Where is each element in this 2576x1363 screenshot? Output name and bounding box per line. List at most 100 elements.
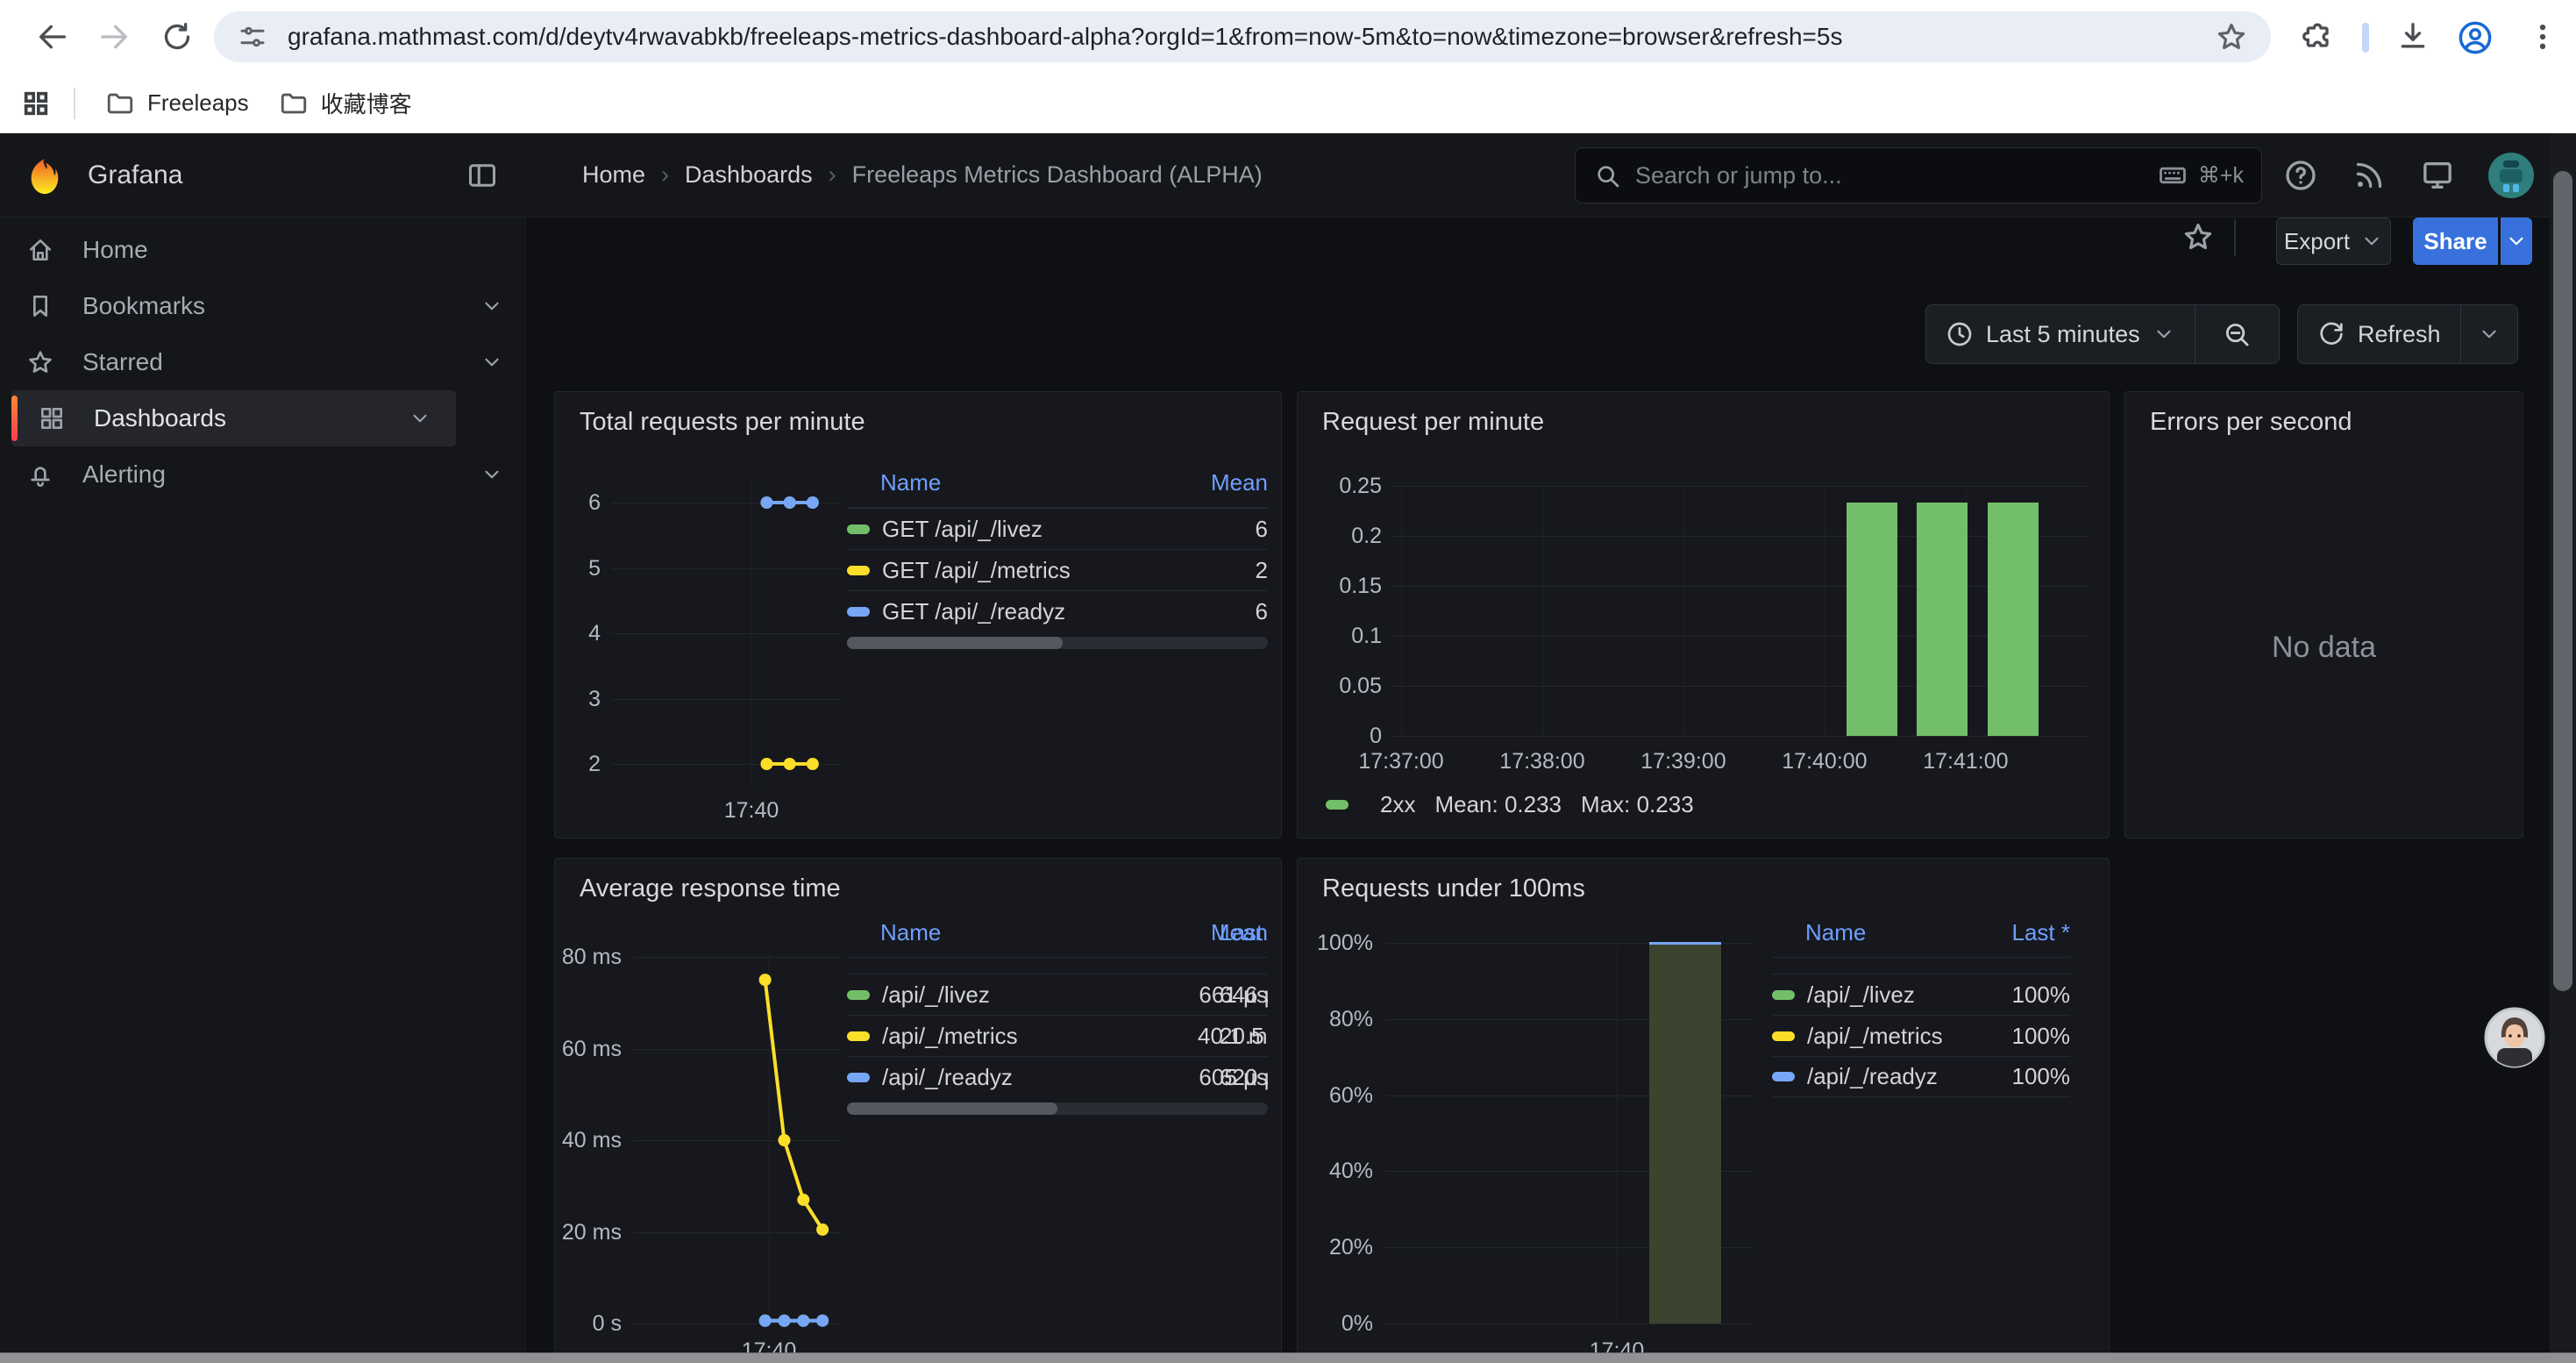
horizontal-scrollbar[interactable] [0,1352,2576,1363]
bookmark-star-icon[interactable] [2215,20,2248,54]
legend-row[interactable]: GET /api/_/readyz6 [847,590,1268,632]
legend-series-name[interactable]: /api/_/metrics [1807,1023,1943,1050]
legend-row[interactable]: /api/_/metrics40.1 ms20.5 ms [847,1015,1268,1056]
favorite-star-icon[interactable] [2181,220,2215,253]
download-icon[interactable] [2395,19,2430,54]
share-button[interactable]: Share [2413,218,2498,265]
user-avatar[interactable] [2488,153,2534,198]
breadcrumb-home[interactable]: Home [582,161,645,189]
breadcrumb-dashboards[interactable]: Dashboards [685,161,813,189]
assistant-avatar[interactable] [2483,1006,2546,1069]
url-text[interactable]: grafana.mathmast.com/d/deytv4rwavabkb/fr… [288,23,2215,51]
browser-toolbar: grafana.mathmast.com/d/deytv4rwavabkb/fr… [0,0,2576,74]
news-rss-icon[interactable] [2352,158,2387,193]
x-axis-tick: 17:39:00 [1609,748,1758,774]
legend-series-name[interactable]: /api/_/readyz [1807,1063,1938,1090]
chevron-down-icon[interactable] [409,407,431,430]
search-input[interactable]: Search or jump to... ⌘+k [1575,147,2262,203]
site-info-icon[interactable] [237,21,268,53]
panel-request-per-minute: Request per minute 0.250.20.150.10.05017… [1297,391,2110,838]
series-color-pill [847,607,870,617]
sidebar-toggle-icon[interactable] [466,160,498,191]
export-button[interactable]: Export [2276,218,2391,265]
legend-row[interactable]: /api/_/metrics100% [1772,1015,2070,1056]
legend-series-name[interactable]: 2xx [1380,791,1415,818]
refresh-group: Refresh [2297,304,2518,364]
chevron-down-icon [2153,323,2175,346]
legend-col-name[interactable]: Name [880,919,941,946]
reload-icon[interactable] [160,19,195,54]
sidebar-item-starred[interactable]: Starred [0,334,528,390]
legend-col-mean[interactable]: Mean [1154,469,1268,496]
sidebar-item-dashboards[interactable]: Dashboards [11,390,456,446]
starred-icon [26,348,54,376]
address-bar[interactable]: grafana.mathmast.com/d/deytv4rwavabkb/fr… [214,11,2271,62]
legend-row[interactable]: /api/_/readyz605 µs620 µs [847,1056,1268,1097]
chevron-down-icon[interactable] [480,351,503,374]
clock-icon [1946,320,1974,348]
grafana-logo-icon[interactable] [25,156,65,196]
back-icon[interactable] [35,19,70,54]
zoom-out-button[interactable] [2195,305,2279,363]
help-icon[interactable] [2283,158,2318,193]
search-placeholder: Search or jump to... [1635,162,2158,189]
legend-row[interactable]: /api/_/readyz100% [1772,1056,2070,1097]
chevron-down-icon[interactable] [480,463,503,486]
legend-scrollbar-track[interactable] [847,637,1268,649]
series-color-pill [1772,990,1795,1000]
bookmarks-icon [26,292,54,320]
search-shortcut-label: ⌘+k [2198,162,2244,189]
time-range-picker[interactable]: Last 5 minutes [1926,305,2195,363]
y-axis-tick: 100% [1298,930,1373,956]
legend-col-name[interactable]: Name [880,469,941,496]
y-axis-tick: 80% [1298,1006,1373,1032]
y-axis-tick: 0.2 [1298,523,1382,549]
legend-series-name[interactable]: /api/_/metrics [882,1023,1018,1050]
breadcrumb: Home › Dashboards › Freeleaps Metrics Da… [582,161,1263,189]
legend-col-last[interactable]: Last * [1220,919,1268,946]
refresh-interval-button[interactable] [2461,305,2517,363]
sidebar-item-home[interactable]: Home [0,222,528,278]
legend-header: NameMeanLast * [847,909,1268,958]
legend-series-name[interactable]: GET /api/_/readyz [882,598,1065,625]
legend-series-name[interactable]: /api/_/readyz [882,1064,1013,1091]
legend-series-name[interactable]: /api/_/livez [882,981,990,1009]
legend-row[interactable]: GET /api/_/livez6 [847,508,1268,549]
share-menu-button[interactable] [2501,218,2532,265]
legend-row[interactable]: GET /api/_/metrics2 [847,549,1268,590]
chevron-down-icon[interactable] [480,295,503,318]
legend-row[interactable]: /api/_/livez100% [1772,974,2070,1015]
y-axis-tick: 0.1 [1298,623,1382,649]
vertical-scrollbar-thumb[interactable] [2553,171,2572,991]
panel-title[interactable]: Errors per second [2150,408,2352,437]
legend-series-name[interactable]: /api/_/livez [1807,981,1915,1009]
gridline-vertical [1617,946,1618,1324]
profile-icon[interactable] [2457,19,2494,56]
sidebar-item-alerting[interactable]: Alerting [0,446,528,503]
keyboard-icon [2158,161,2188,190]
legend-col-name[interactable]: Name [1805,919,1866,946]
chart-area[interactable]: 0.250.20.150.10.05017:37:0017:38:0017:39… [1298,392,2109,838]
y-axis-tick: 60% [1298,1082,1373,1109]
legend-header: Name Mean [847,459,1268,508]
legend-row[interactable]: /api/_/livez661 µs646 µs [847,974,1268,1015]
legend-series-name[interactable]: GET /api/_/livez [882,516,1042,543]
sidebar-item-bookmarks[interactable]: Bookmarks [0,278,528,334]
gridline-horizontal [1391,486,2087,487]
browser-menu-icon[interactable] [2525,19,2560,54]
legend-scrollbar-thumb[interactable] [847,1103,1057,1115]
legend-col-last[interactable]: Last * [1974,919,2070,946]
bookmark-folder-freeleaps[interactable]: Freeleaps [105,89,249,118]
legend-scrollbar-thumb[interactable] [847,637,1063,649]
kiosk-monitor-icon[interactable] [2420,158,2455,193]
legend-scrollbar-track[interactable] [847,1103,1268,1115]
refresh-button[interactable]: Refresh [2298,305,2460,363]
apps-grid-icon[interactable] [21,89,51,118]
forward-icon[interactable] [96,19,132,54]
bookmark-label: Freeleaps [147,89,249,117]
bookmark-folder-blogs[interactable]: 收藏博客 [279,87,412,119]
extensions-icon[interactable] [2301,19,2336,54]
legend-inline[interactable]: 2xxMean: 0.233Max: 0.233 [1326,791,1694,818]
legend-series-name[interactable]: GET /api/_/metrics [882,557,1071,584]
brand-label[interactable]: Grafana [88,161,182,190]
